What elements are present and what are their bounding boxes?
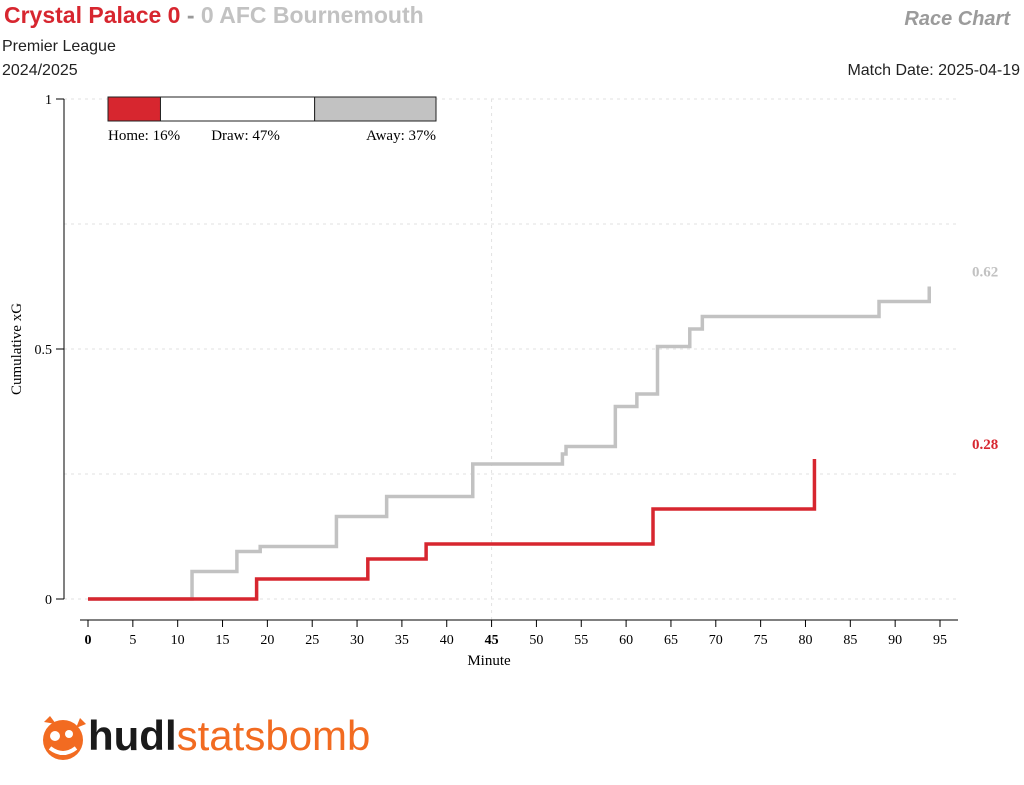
home-final-xg-label: 0.28 [972, 437, 998, 453]
x-tick-label: 55 [574, 633, 588, 648]
away-team-score: 0 AFC Bournemouth [200, 2, 424, 28]
x-tick-label: 5 [129, 633, 136, 648]
series-lines [88, 286, 931, 601]
statsbomb-logo-icon [43, 716, 86, 760]
match-title: Crystal Palace 0 - 0 AFC Bournemouth [4, 2, 424, 29]
home-team-score: Crystal Palace 0 [4, 2, 181, 28]
home-probability-segment [107, 96, 161, 122]
logo-statsbomb-text: statsbomb [176, 712, 371, 759]
away-probability-label: Away: 37% [366, 128, 436, 144]
x-axis-label: Minute [467, 653, 511, 669]
draw-probability-segment [159, 96, 316, 122]
race-chart: 0 0.5 1 Cumulative xG 0 5 10 15 20 25 30 35 40 45 50 55… [9, 93, 998, 669]
grid-lines [64, 98, 960, 620]
final-labels: 0.28 0.62 [972, 265, 998, 454]
x-tick-label: 95 [933, 633, 947, 648]
season-label: 2024/2025 [2, 62, 78, 79]
y-tick-label: 1 [45, 93, 52, 108]
x-tick-label: 75 [754, 633, 768, 648]
x-tick-label: 80 [798, 633, 812, 648]
x-tick-label: 90 [888, 633, 902, 648]
y-axis-label: Cumulative xG [9, 303, 25, 395]
x-tick-label: 60 [619, 633, 633, 648]
away-probability-segment [314, 96, 437, 122]
match-date: Match Date: 2025-04-19 [847, 62, 1020, 79]
draw-probability-label: Draw: 47% [211, 128, 280, 144]
x-tick-label: 35 [395, 633, 409, 648]
x-tick-label: 70 [709, 633, 723, 648]
x-tick-label: 40 [440, 633, 454, 648]
x-tick-label: 30 [350, 633, 364, 648]
axes: 0 0.5 1 Cumulative xG 0 5 10 15 20 25 30 35 40 45 50 55… [9, 93, 958, 669]
y-tick-label: 0.5 [35, 343, 53, 358]
x-tick-label: 10 [171, 633, 185, 648]
x-tick-label: 50 [529, 633, 543, 648]
outcome-probability-bar: Home: 16% Draw: 47% Away: 37% [107, 96, 437, 144]
home-probability-label: Home: 16% [108, 128, 180, 144]
x-tick-label: 45 [485, 633, 499, 648]
x-tick-label: 65 [664, 633, 678, 648]
x-tick-label: 25 [305, 633, 319, 648]
x-tick-label: 0 [85, 633, 92, 648]
away-final-xg-label: 0.62 [972, 265, 998, 281]
y-tick-label: 0 [45, 593, 52, 608]
competition-name: Premier League [2, 38, 116, 55]
away-xg-line [88, 286, 931, 601]
home-xg-line [88, 459, 817, 601]
statsbomb-wordmark: hudlstatsbomb [88, 712, 370, 760]
chart-type-label: Race Chart [904, 8, 1010, 30]
score-separator: - [180, 2, 201, 28]
x-tick-label: 85 [843, 633, 857, 648]
x-tick-label: 15 [216, 633, 230, 648]
logo-hudl-text: hudl [88, 712, 177, 759]
x-tick-label: 20 [260, 633, 274, 648]
